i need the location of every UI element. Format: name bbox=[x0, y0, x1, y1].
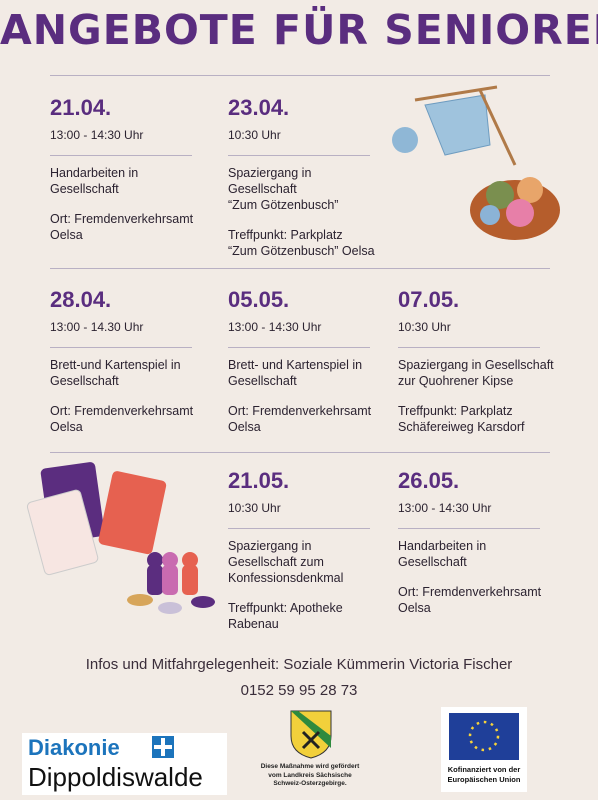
event-activity: Spaziergang in Gesellschaft bbox=[398, 358, 554, 372]
event-date: 21.05. bbox=[228, 468, 290, 493]
event-activity: Spaziergang in bbox=[228, 166, 312, 180]
title: ANGEBOTE FÜR SENIOREN bbox=[0, 6, 598, 54]
event-date: 21.04. bbox=[50, 95, 112, 120]
event-place: Oelsa bbox=[228, 420, 261, 434]
logo-text: Diakonie bbox=[28, 735, 120, 760]
event-date: 23.04. bbox=[228, 95, 290, 120]
event-activity: Brett- und Kartenspiel in bbox=[228, 358, 363, 372]
event-activity: zur Quohrener Kipse bbox=[398, 374, 514, 388]
event-activity: Gesellschaft bbox=[228, 182, 297, 196]
event-separator bbox=[50, 155, 192, 156]
event-separator bbox=[398, 347, 540, 348]
logo-line: vom Landkreis Sächsische bbox=[268, 771, 352, 779]
event-place: Ort: Fremdenverkehrsamt bbox=[398, 585, 542, 599]
event-time: 10:30 Uhr bbox=[398, 320, 451, 334]
diakonie-logo: Diakonie Dippoldiswalde bbox=[22, 733, 227, 795]
event-activity: Handarbeiten in bbox=[398, 539, 487, 553]
event-activity: Gesellschaft bbox=[50, 182, 119, 196]
event-place: Ort: Fremdenverkehrsamt bbox=[50, 212, 194, 226]
separator bbox=[50, 452, 550, 453]
knitting-illustration bbox=[392, 85, 560, 240]
event-date: 05.05. bbox=[228, 287, 290, 312]
event-place: Oelsa bbox=[50, 228, 83, 242]
logo-line: Kofinanziert von der bbox=[447, 765, 521, 774]
event-separator bbox=[398, 528, 540, 529]
event-activity: Gesellschaft zum bbox=[228, 555, 324, 569]
event-separator bbox=[228, 155, 370, 156]
event-place: Treffpunkt: Parkplatz bbox=[398, 404, 513, 418]
event-place: Ort: Fremdenverkehrsamt bbox=[228, 404, 372, 418]
event-place: Treffpunkt: Apotheke bbox=[228, 601, 343, 615]
event-time: 10:30 Uhr bbox=[228, 501, 281, 515]
event-activity: Konfessionsdenkmal bbox=[228, 571, 344, 585]
event-place: Oelsa bbox=[50, 420, 83, 434]
event-activity: Handarbeiten in bbox=[50, 166, 139, 180]
city-name: Dippoldiswalde bbox=[28, 762, 203, 792]
event-place: Rabenau bbox=[228, 617, 279, 631]
event-separator bbox=[228, 528, 370, 529]
eu-flag bbox=[449, 713, 519, 760]
event-place: Oelsa bbox=[398, 601, 431, 615]
event-time: 13:00 - 14:30 Uhr bbox=[398, 501, 492, 515]
separator bbox=[50, 75, 550, 76]
event-place: Treffpunkt: Parkplatz bbox=[228, 228, 343, 242]
logo-icon bbox=[152, 736, 174, 758]
event-time: 13:00 - 14:30 Uhr bbox=[228, 320, 322, 334]
phone: 0152 59 95 28 73 bbox=[240, 682, 358, 699]
eu-text: Kofinanziert von der Europäischen Union bbox=[441, 765, 527, 784]
logo-line: Diese Maßnahme wird gefördert bbox=[260, 763, 360, 770]
event-activity: Gesellschaft bbox=[50, 374, 119, 388]
eu-logo: Kofinanziert von der Europäischen Union bbox=[441, 707, 527, 792]
info-text: Infos und Mitfahrgelegenheit: Soziale Kü… bbox=[85, 656, 513, 673]
event-place: Schäfereiweg Karsdorf bbox=[398, 420, 525, 434]
event-time: 13:00 - 14.30 Uhr bbox=[50, 320, 144, 334]
event-time: 10:30 Uhr bbox=[228, 128, 281, 142]
event-activity: “Zum Götzenbusch” bbox=[228, 198, 339, 212]
event-activity: Spaziergang in bbox=[228, 539, 312, 553]
event-date: 26.05. bbox=[398, 468, 460, 493]
coat-of-arms bbox=[290, 710, 332, 759]
event-date: 07.05. bbox=[398, 287, 460, 312]
games-illustration bbox=[26, 462, 215, 614]
event-activity: Gesellschaft bbox=[228, 374, 297, 388]
event-separator bbox=[50, 347, 192, 348]
event-activity: Gesellschaft bbox=[398, 555, 467, 569]
event-place: Ort: Fremdenverkehrsamt bbox=[50, 404, 194, 418]
logo-line: Schweiz-Osterzgebirge. bbox=[273, 780, 347, 787]
event-date: 28.04. bbox=[50, 287, 112, 312]
event-place: “Zum Götzenbusch” Oelsa bbox=[228, 244, 375, 258]
event-activity: Brett-und Kartenspiel in bbox=[50, 358, 181, 372]
event-time: 13:00 - 14:30 Uhr bbox=[50, 128, 144, 142]
separator bbox=[50, 268, 550, 269]
event-separator bbox=[228, 347, 370, 348]
district-text: Diese Maßnahme wird gefördert vom Landkre… bbox=[240, 763, 380, 789]
logo-line: Europäischen Union bbox=[447, 774, 521, 784]
